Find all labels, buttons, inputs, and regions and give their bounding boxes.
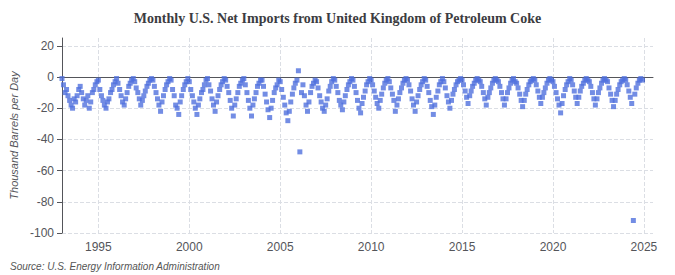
svg-text:-40: -40 [37,132,55,146]
svg-text:2020: 2020 [540,240,567,254]
svg-text:20: 20 [41,39,55,53]
svg-text:0: 0 [47,70,54,84]
svg-text:2010: 2010 [358,240,385,254]
svg-text:-20: -20 [37,101,55,115]
svg-text:2015: 2015 [449,240,476,254]
svg-text:-100: -100 [30,226,54,240]
svg-text:2025: 2025 [631,240,658,254]
svg-text:Thousand Barrels per Day: Thousand Barrels per Day [8,70,20,200]
svg-text:-60: -60 [37,164,55,178]
svg-text:1995: 1995 [85,240,112,254]
svg-text:Monthly U.S. Net Imports from: Monthly U.S. Net Imports from United Kin… [134,11,541,26]
svg-text:2000: 2000 [176,240,203,254]
svg-text:-80: -80 [37,195,55,209]
svg-text:2005: 2005 [267,240,294,254]
svg-text:Source: U.S. Energy Informatio: Source: U.S. Energy Information Administ… [10,261,220,272]
